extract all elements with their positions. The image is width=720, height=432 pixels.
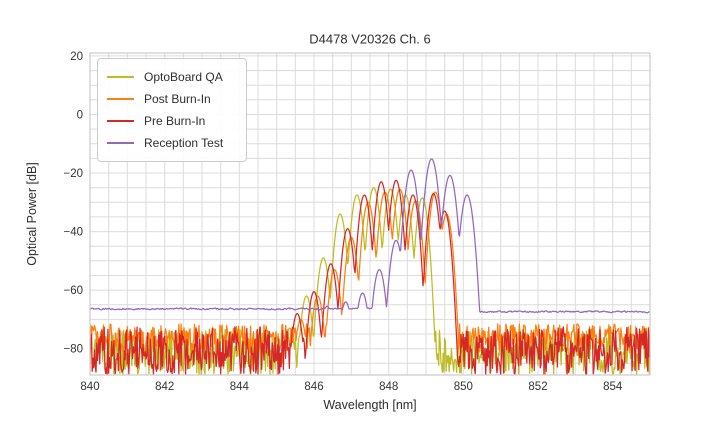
y-tick-label: 20 xyxy=(70,51,83,63)
legend-label-optoboard-qa: OptoBoard QA xyxy=(144,70,223,84)
legend: OptoBoard QA Post Burn-In Pre Burn-In Re… xyxy=(97,58,247,162)
legend-swatch-optoboard-qa xyxy=(107,76,134,78)
x-tick-label: 848 xyxy=(379,381,398,393)
x-tick-label: 854 xyxy=(603,381,623,393)
series-line-reception-test xyxy=(90,158,650,314)
y-axis-title: Optical Power [dB] xyxy=(25,162,39,266)
y-tick-label: −20 xyxy=(63,168,83,180)
x-tick-label: 852 xyxy=(528,381,547,393)
legend-label-post-burn-in: Post Burn-In xyxy=(144,92,211,106)
series-line-post-burn-in xyxy=(90,188,650,354)
legend-item-post-burn-in: Post Burn-In xyxy=(107,88,236,110)
legend-swatch-reception-test xyxy=(107,142,134,144)
legend-label-pre-burn-in: Pre Burn-In xyxy=(144,114,206,128)
x-tick-label: 842 xyxy=(155,381,174,393)
legend-label-reception-test: Reception Test xyxy=(144,136,224,150)
chart-title: D4478 V20326 Ch. 6 xyxy=(309,31,431,47)
y-tick-label: −80 xyxy=(63,344,83,356)
series-line-pre-burn-in xyxy=(90,179,650,375)
y-tick-label: −40 xyxy=(63,227,83,239)
legend-swatch-pre-burn-in xyxy=(107,120,134,122)
x-tick-label: 850 xyxy=(454,381,473,393)
x-tick-label: 844 xyxy=(230,381,250,393)
legend-item-optoboard-qa: OptoBoard QA xyxy=(107,66,236,88)
x-tick-label: 846 xyxy=(304,381,323,393)
x-axis-title: Wavelength [nm] xyxy=(323,398,417,412)
legend-swatch-post-burn-in xyxy=(107,98,134,100)
x-tick-label: 840 xyxy=(80,381,99,393)
y-tick-label: 0 xyxy=(77,110,83,122)
legend-item-pre-burn-in: Pre Burn-In xyxy=(107,110,236,132)
axes-spines xyxy=(89,52,651,376)
y-tick-label: −60 xyxy=(63,285,83,297)
legend-item-reception-test: Reception Test xyxy=(107,132,236,154)
